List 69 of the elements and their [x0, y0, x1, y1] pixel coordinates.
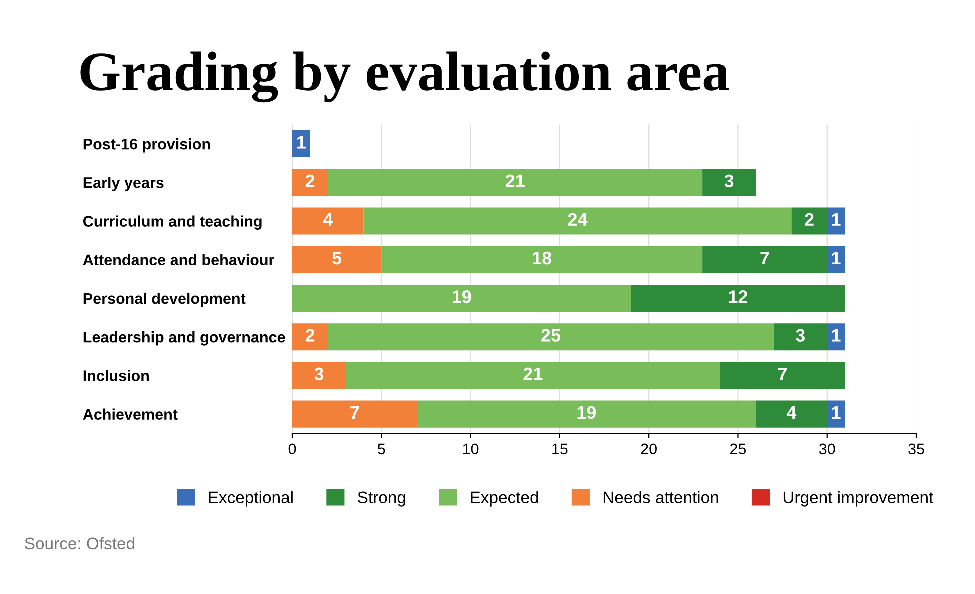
bar [417, 400, 756, 428]
x-tick-label: 25 [730, 444, 746, 455]
bar [292, 324, 328, 351]
bar [702, 246, 828, 274]
data-label: 2 [805, 213, 814, 226]
bar [346, 362, 720, 390]
x-tick-label: 30 [819, 444, 836, 455]
legend-label: Needs attention [604, 491, 718, 504]
x-tick-label: 20 [641, 444, 657, 455]
data-label: 3 [314, 368, 324, 381]
bar [774, 324, 828, 351]
y-tick-label: Curriculum and teaching [84, 216, 262, 230]
data-label: 7 [350, 406, 360, 419]
data-label: 18 [533, 252, 552, 265]
data-label: 19 [578, 406, 596, 420]
data-label: 3 [724, 174, 734, 188]
data-label: 25 [542, 329, 561, 342]
bar [292, 362, 346, 390]
y-tick-label: Attendance and behaviour [83, 254, 274, 266]
legend-label: Strong [358, 492, 406, 507]
bar [328, 169, 703, 196]
bar [292, 284, 632, 312]
bar [631, 284, 846, 312]
data-label: 4 [323, 214, 334, 226]
bar [792, 208, 828, 235]
data-label: 1 [832, 214, 841, 226]
data-label: 1 [832, 406, 841, 419]
data-label: 21 [524, 368, 543, 380]
y-tick-label: Personal development [84, 292, 246, 308]
x-tick-label: 0 [288, 444, 296, 455]
legend-label: Expected [471, 491, 538, 507]
data-label: 19 [452, 290, 472, 304]
y-tick-label: Leadership and governance [84, 332, 286, 346]
data-label: 7 [778, 368, 788, 380]
data-label: 1 [298, 136, 306, 149]
x-tick-label: 5 [378, 444, 386, 455]
data-label: 12 [729, 290, 748, 304]
bar [720, 362, 846, 390]
data-label: 7 [760, 252, 770, 265]
data-label: 4 [786, 406, 797, 419]
data-label: 5 [332, 252, 342, 265]
bar [756, 400, 828, 428]
data-label: 2 [306, 174, 315, 188]
bar [292, 208, 364, 235]
y-tick-label: Early years [84, 177, 164, 192]
bar [382, 246, 703, 274]
legend-label: Urgent improvement [784, 491, 934, 507]
bar [702, 169, 756, 196]
data-label: 3 [796, 329, 805, 342]
data-label: 1 [832, 252, 841, 265]
data-label: 2 [306, 329, 315, 342]
data-label: 21 [506, 174, 525, 188]
bar [292, 130, 310, 158]
chart-title: Grading by evaluation area [80, 52, 729, 103]
legend-label: Exceptional [209, 491, 293, 507]
bar [364, 208, 792, 235]
x-tick-label: 15 [552, 444, 568, 455]
y-tick-label: Post-16 provision [84, 138, 210, 153]
data-label: 24 [568, 213, 588, 226]
bar [292, 246, 382, 274]
y-tick-label: Inclusion [84, 370, 149, 382]
y-tick-label: Achievement [83, 408, 178, 420]
bar [292, 400, 418, 428]
x-tick-label: 10 [463, 444, 479, 455]
bar [328, 324, 774, 351]
bar [292, 169, 328, 196]
x-tick-label: 35 [908, 444, 924, 455]
data-label: 1 [832, 329, 841, 342]
source-note: Source: Ofsted [25, 537, 134, 550]
